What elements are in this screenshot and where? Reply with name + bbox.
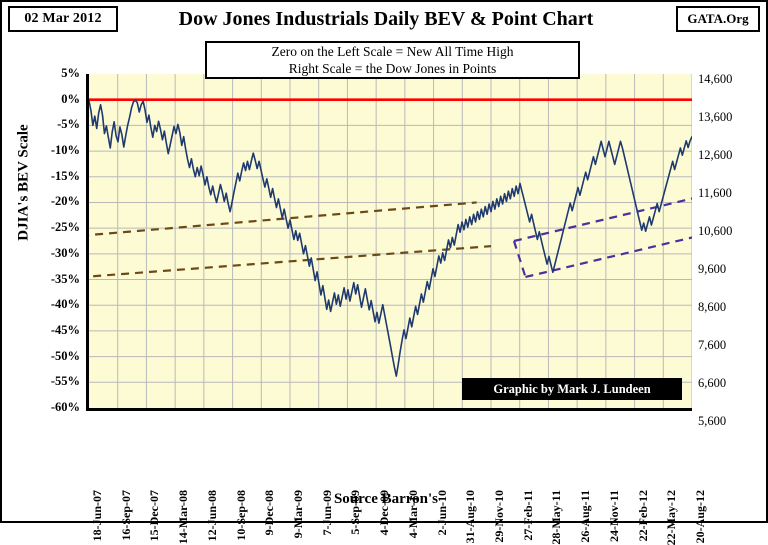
legend-box: Zero on the Left Scale = New All Time Hi… <box>205 41 580 79</box>
djia-bev-series <box>89 99 692 377</box>
chart-svg <box>89 74 692 408</box>
y-axis-left-tick-label: -60% <box>50 400 80 414</box>
source-badge: GATA.Org <box>676 6 760 32</box>
x-axis-title: Source Barron's <box>333 491 439 507</box>
y-axis-left-tick-label: -30% <box>50 245 80 260</box>
y-axis-left-tick-label: 5% <box>61 66 80 80</box>
y-axis-right-tick-label: 6,600 <box>698 376 727 390</box>
purple-rising-channel-upper <box>513 197 692 243</box>
x-axis-labels: 18-Jun-07 16-Sep-07 15-Dec-07 14-Mar-08 12-J… <box>86 408 707 545</box>
y-axis-left-tick-label: -55% <box>50 374 80 389</box>
y-axis-left-tick-label: -15% <box>50 168 80 183</box>
y-axis-left-tick-label: -5% <box>57 117 80 132</box>
trend-channels <box>89 197 692 279</box>
y-axis-right-tick-label: 11,600 <box>698 186 732 200</box>
brown-rising-channel-lower <box>89 245 492 278</box>
y-axis-left-tick-label: -40% <box>50 297 80 312</box>
y-axis-left-tick-label: -10% <box>50 143 80 158</box>
y-axis-right-labels: 14,600 13,600 12,600 11,600 10,600 9,600 8,600… <box>698 72 762 428</box>
y-axis-right-tick-label: 10,600 <box>698 224 733 238</box>
y-axis-left-tick-label: -20% <box>50 194 80 209</box>
y-axis-right-tick-label: 5,600 <box>698 414 727 428</box>
y-axis-right-tick-label: 9,600 <box>698 262 727 276</box>
y-axis-left-tick-label: -25% <box>50 220 80 235</box>
y-axis-right-tick-label: 7,600 <box>698 338 727 352</box>
y-axis-right-tick-label: 13,600 <box>698 110 733 124</box>
brown-rising-channel-upper <box>89 201 477 237</box>
y-axis-ticks <box>89 74 692 408</box>
vertical-gridlines <box>117 74 692 408</box>
date-badge: 02 Mar 2012 <box>8 6 118 32</box>
y-axis-right-tick-label: 14,600 <box>698 72 733 86</box>
y-axis-left-labels: 5% 0% -5% -10% -15% -20% -25% -30% -35% -40% -45% -… <box>24 66 80 414</box>
page-title: Dow Jones Industrials Daily BEV & Point … <box>178 7 594 30</box>
legend-line-2: Right Scale = the Dow Jones in Points <box>288 61 497 76</box>
credit-banner: Graphic by Mark J. Lundeen <box>462 378 682 400</box>
y-axis-left-tick-label: -45% <box>50 322 80 337</box>
y-axis-right-tick-label: 12,600 <box>698 148 733 162</box>
y-axis-right-tick-label: 8,600 <box>698 300 727 314</box>
plot-area <box>86 74 692 411</box>
y-axis-left-tick-label: -50% <box>50 348 80 363</box>
legend-line-1: Zero on the Left Scale = New All Time Hi… <box>271 44 514 59</box>
y-axis-left-tick-label: -35% <box>50 271 80 286</box>
y-axis-left-tick-label: 0% <box>61 91 80 106</box>
purple-rising-channel-cap-0 <box>512 240 527 278</box>
